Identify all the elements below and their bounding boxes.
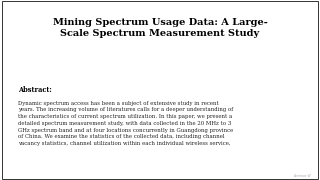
Text: Animate W: Animate W (294, 174, 310, 178)
Text: Dynamic spectrum access has been a subject of extensive study in recent
years. T: Dynamic spectrum access has been a subje… (18, 101, 233, 146)
Text: Mining Spectrum Usage Data: A Large-
Scale Spectrum Measurement Study: Mining Spectrum Usage Data: A Large- Sca… (52, 18, 268, 39)
Text: Abstract:: Abstract: (18, 86, 52, 94)
